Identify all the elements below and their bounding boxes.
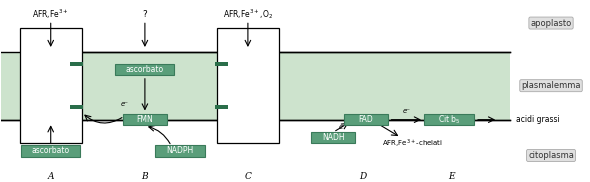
Text: e⁻: e⁻ <box>120 101 128 107</box>
FancyBboxPatch shape <box>21 145 80 157</box>
Bar <box>215 62 228 66</box>
FancyBboxPatch shape <box>20 28 81 143</box>
Text: C: C <box>244 171 251 181</box>
Bar <box>70 62 83 66</box>
Text: NADH: NADH <box>322 133 345 142</box>
Text: e⁻: e⁻ <box>339 124 346 130</box>
Text: apoplasto: apoplasto <box>530 19 572 27</box>
Text: AFR,Fe$^{3+}$,O$_2$: AFR,Fe$^{3+}$,O$_2$ <box>223 7 273 21</box>
Text: FAD: FAD <box>358 115 373 124</box>
Text: Cit.b: Cit.b <box>39 79 57 88</box>
Text: FMN: FMN <box>136 115 153 124</box>
Text: AFR,Fe$^{3+}$-chelati: AFR,Fe$^{3+}$-chelati <box>382 138 443 150</box>
FancyBboxPatch shape <box>343 114 388 125</box>
Text: ?: ? <box>143 10 148 19</box>
Text: plasmalemma: plasmalemma <box>522 81 581 90</box>
Text: acidi grassi: acidi grassi <box>516 115 559 124</box>
Text: flavocitocromo: flavocitocromo <box>222 83 274 89</box>
Text: B: B <box>142 171 148 181</box>
Text: AFR,Fe$^{3+}$: AFR,Fe$^{3+}$ <box>32 7 69 21</box>
Bar <box>70 105 83 109</box>
Text: A: A <box>47 171 54 181</box>
FancyBboxPatch shape <box>311 132 355 143</box>
Text: e⁻: e⁻ <box>402 108 410 114</box>
Text: citoplasma: citoplasma <box>528 151 574 160</box>
Text: 561: 561 <box>61 86 72 91</box>
Text: E: E <box>448 171 454 181</box>
Text: e⁻: e⁻ <box>57 131 65 137</box>
Text: NADPH: NADPH <box>166 147 194 155</box>
Text: D: D <box>359 171 366 181</box>
FancyBboxPatch shape <box>155 145 205 157</box>
Text: Cit b$_5$: Cit b$_5$ <box>438 113 461 126</box>
Bar <box>215 105 228 109</box>
Bar <box>1 52 510 120</box>
FancyBboxPatch shape <box>424 114 474 125</box>
FancyBboxPatch shape <box>123 114 167 125</box>
Text: ascorbato: ascorbato <box>32 147 70 155</box>
FancyBboxPatch shape <box>217 28 279 143</box>
FancyBboxPatch shape <box>116 64 174 75</box>
Text: ascorbato: ascorbato <box>126 65 164 74</box>
